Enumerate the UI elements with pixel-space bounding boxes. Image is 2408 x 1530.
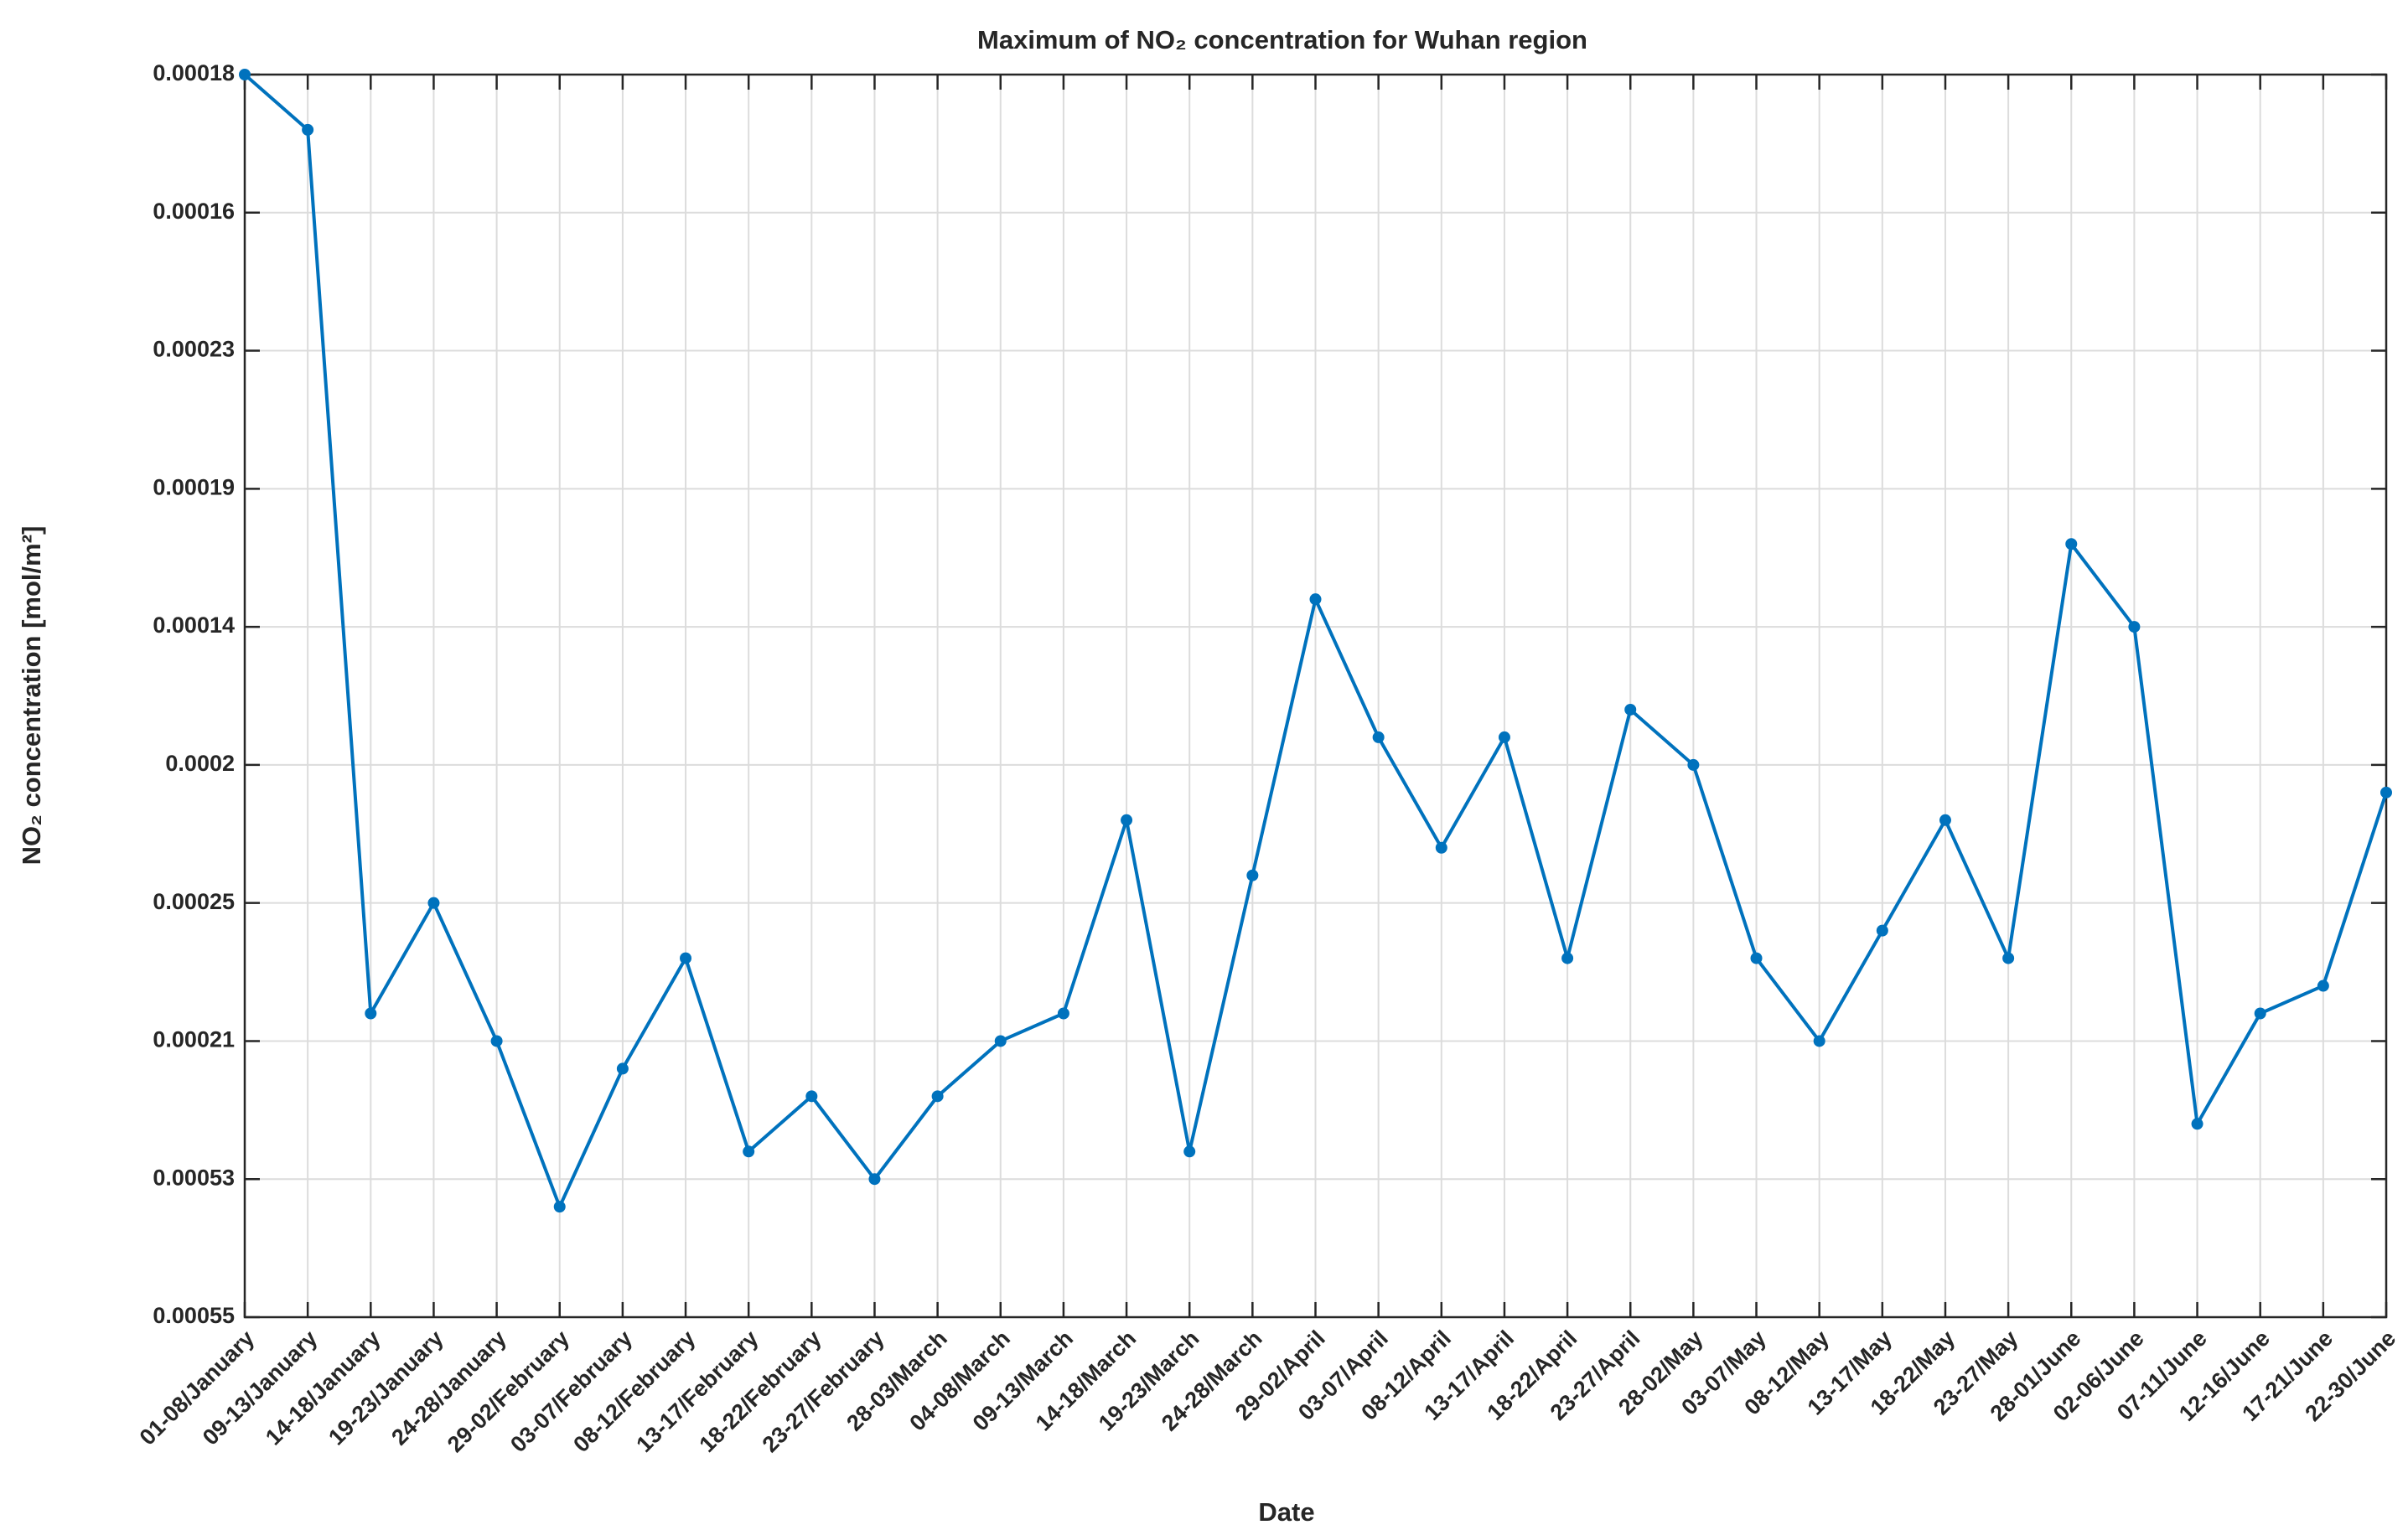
marker (2002, 952, 2015, 964)
marker (1561, 952, 1574, 964)
marker (2065, 538, 2078, 550)
y-tick-label: 0.00021 (153, 1027, 235, 1052)
marker (490, 1035, 503, 1047)
marker (1750, 952, 1763, 964)
marker (931, 1090, 944, 1103)
marker (1121, 814, 1133, 826)
marker (994, 1035, 1007, 1047)
marker (1624, 703, 1637, 716)
y-tick-label: 0.00025 (153, 889, 235, 914)
marker (2317, 980, 2329, 992)
y-tick-label: 0.00014 (153, 613, 235, 638)
marker (302, 123, 314, 136)
marker (1183, 1145, 1196, 1158)
x-tick-label: 19-23/January (324, 1326, 448, 1450)
marker (743, 1145, 755, 1158)
y-tick-label: 0.0002 (165, 751, 235, 776)
y-tick-label: 0.00018 (153, 60, 235, 85)
marker (868, 1173, 881, 1186)
marker (1372, 731, 1385, 743)
marker (239, 69, 251, 80)
marker (1435, 841, 1447, 854)
x-axis-label: Date (1258, 1497, 1314, 1527)
y-axis-label: NO₂ concentration [mol/m²] (17, 526, 46, 866)
marker (1876, 924, 1888, 937)
x-tick-label: 14-18/January (261, 1326, 386, 1450)
y-tick-label: 0.00016 (153, 199, 235, 224)
marker (2254, 1007, 2266, 1020)
y-tick-label: 0.00053 (153, 1165, 235, 1190)
marker (2128, 621, 2141, 633)
x-tick-label: 09-13/January (198, 1326, 323, 1450)
marker (2191, 1118, 2203, 1130)
chart-title: Maximum of NO₂ concentration for Wuhan r… (977, 25, 1587, 54)
x-tick-label: 01-08/January (135, 1326, 260, 1450)
x-tick-label: 24-28/January (386, 1326, 511, 1450)
marker (1687, 758, 1700, 771)
y-tick-label: 0.00019 (153, 474, 235, 499)
marker (1939, 814, 1951, 826)
marker (553, 1201, 566, 1213)
marker (1813, 1035, 1825, 1047)
marker (427, 897, 440, 909)
marker (680, 952, 692, 964)
marker (616, 1062, 629, 1075)
marker (1309, 593, 1322, 606)
marker (1498, 731, 1510, 743)
marker (1246, 869, 1259, 881)
marker (805, 1090, 818, 1103)
marker (2380, 786, 2392, 799)
marker (1057, 1007, 1069, 1020)
marker (365, 1007, 377, 1020)
plot-frame (243, 73, 2388, 1319)
y-tick-label: 0.00023 (153, 337, 235, 362)
y-tick-label: 0.00055 (153, 1303, 235, 1328)
